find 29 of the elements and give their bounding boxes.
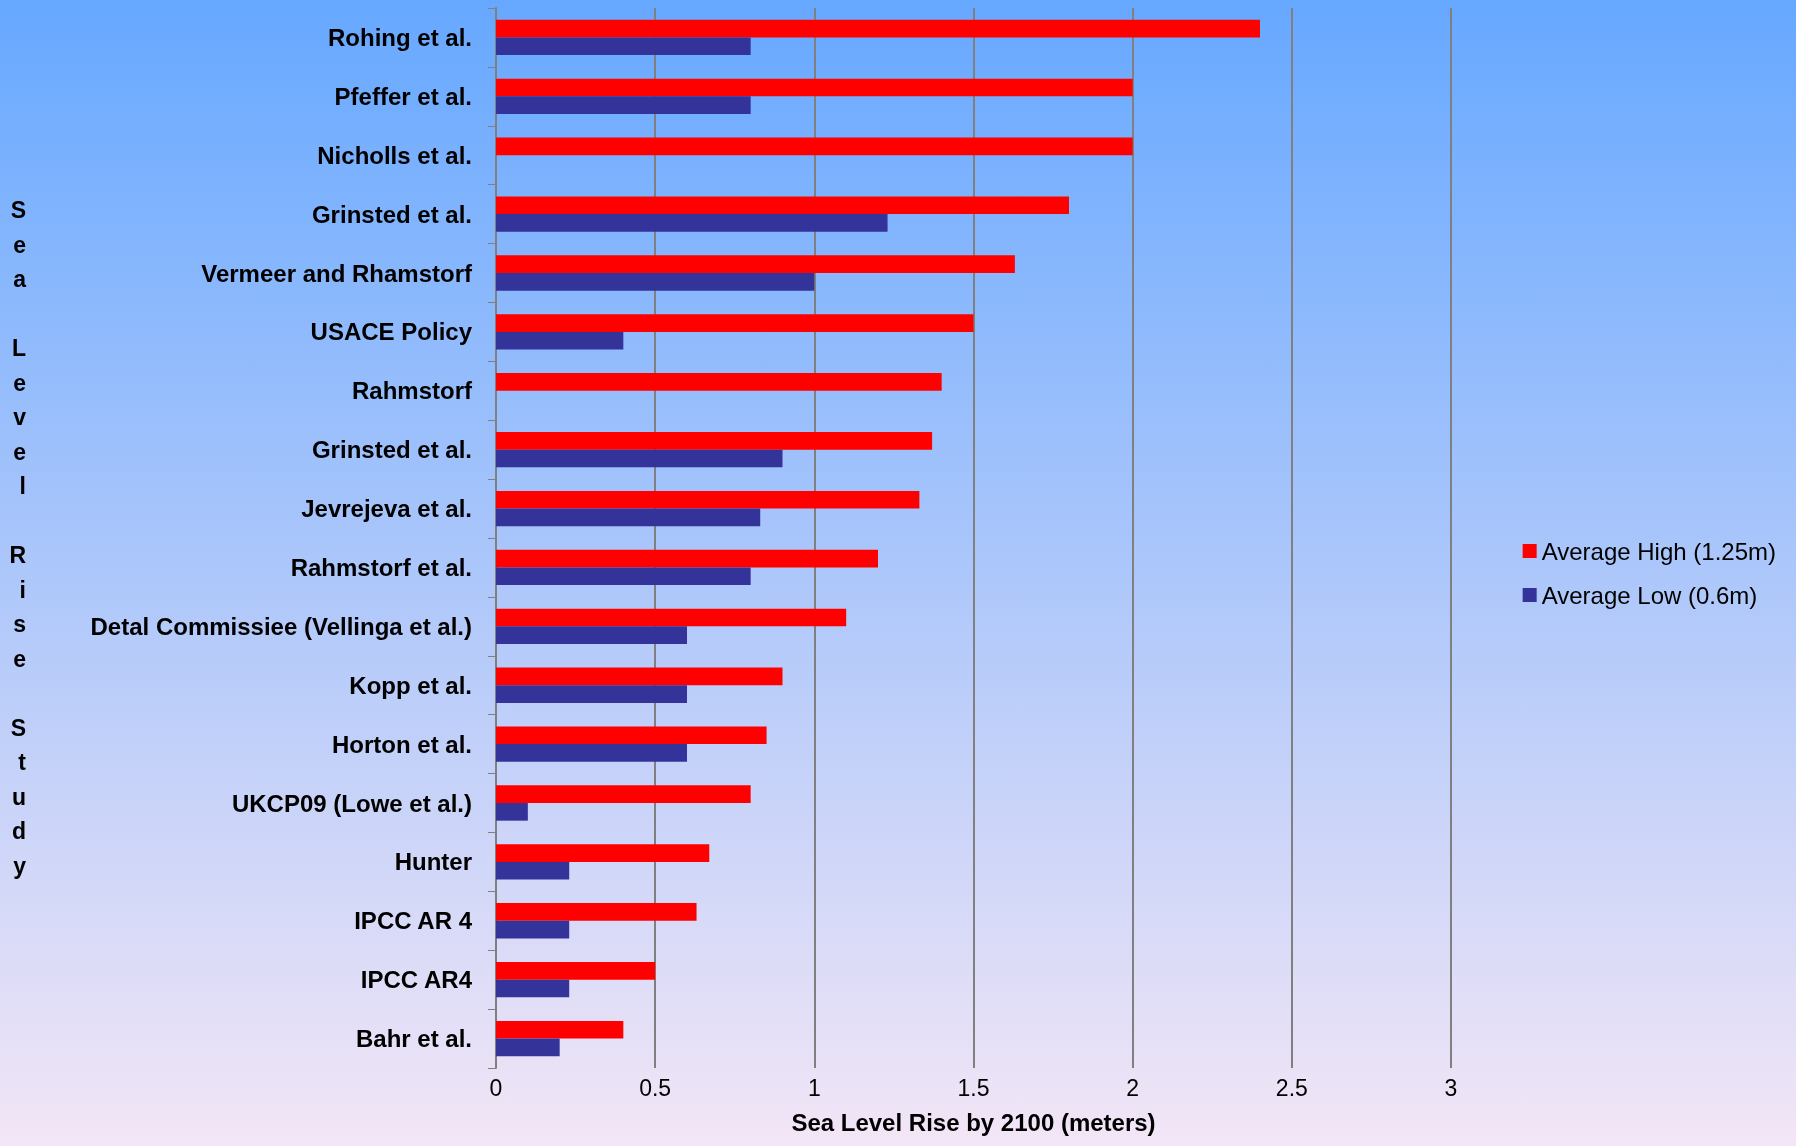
y-tick-label: Horton et al. — [331, 730, 472, 758]
y-tick-label: Grinsted et al. — [311, 200, 472, 228]
x-axis-title: Sea Level Rise by 2100 (meters) — [791, 1108, 1156, 1136]
y-tick-label: Vermeer and Rhamstorf — [201, 259, 473, 287]
x-tick-label: 0 — [489, 1074, 503, 1101]
x-tick-label: 3 — [1444, 1074, 1458, 1101]
legend-label: Average Low (0.6m) — [1541, 581, 1758, 609]
x-tick-label: 2.5 — [1275, 1074, 1308, 1101]
legend-label: Average High (1.25m) — [1541, 537, 1776, 565]
y-tick-label: Hunter — [394, 848, 472, 876]
y-tick-label: Grinsted et al. — [311, 436, 472, 464]
y-tick-label: Bahr et al. — [355, 1025, 472, 1053]
y-tick-label: Rohing et al. — [328, 23, 472, 51]
y-tick-label: UKCP09 (Lowe et al.) — [231, 789, 472, 817]
y-tick-label: Detal Commissiee (Vellinga et al.) — [90, 612, 472, 640]
y-tick-label: Jevrejeva et al. — [301, 495, 472, 523]
x-tick-label: 1 — [807, 1074, 821, 1101]
y-tick-label: Kopp et al. — [349, 671, 472, 699]
y-tick-label: Pfeffer et al. — [334, 82, 472, 110]
x-tick-label: 1.5 — [957, 1074, 990, 1101]
text: Sea Level Rise Study — [9, 197, 26, 879]
y-tick-label: Rahmstorf et al. — [290, 553, 472, 581]
y-tick-label: Nicholls et al. — [317, 141, 472, 169]
y-tick-label: IPCC AR4 — [360, 966, 473, 994]
x-tick-label: 0.5 — [639, 1074, 672, 1101]
y-tick-label: IPCC AR 4 — [354, 907, 473, 935]
y-tick-label: Rahmstorf — [351, 377, 473, 405]
x-tick-label: 2 — [1126, 1074, 1140, 1101]
y-tick-label: USACE Policy — [310, 318, 473, 346]
